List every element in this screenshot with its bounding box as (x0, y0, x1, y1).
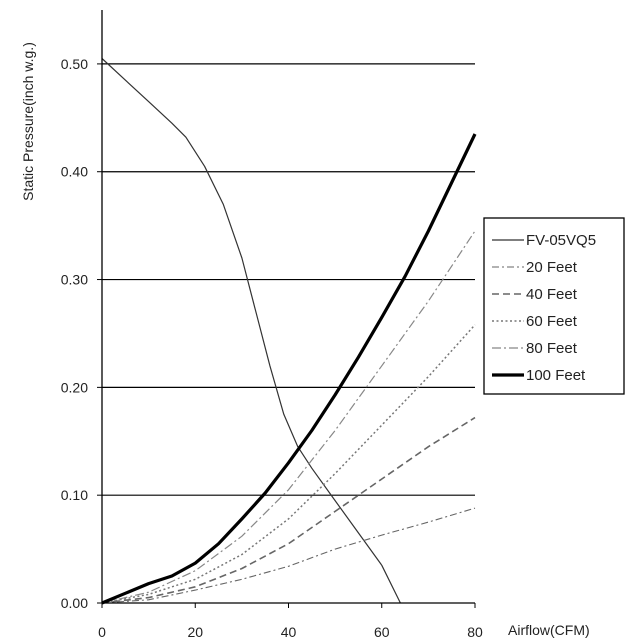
legend-label-2: 40 Feet (526, 286, 578, 303)
series-line-0 (101, 58, 401, 604)
x-tick-label: 80 (467, 624, 483, 640)
y-tick-label: 0.30 (61, 272, 88, 288)
y-tick-label: 0.20 (61, 379, 88, 395)
x-tick-label: 20 (187, 624, 203, 640)
y-tick-label: 0.10 (61, 487, 88, 503)
series-line-3 (101, 324, 476, 604)
series-layer (101, 58, 477, 605)
legend-label-1: 20 Feet (526, 259, 578, 276)
legend-label-3: 60 Feet (526, 313, 578, 330)
y-tick-label: 0.40 (61, 164, 88, 180)
series-line-5 (101, 133, 477, 605)
axes-layer (101, 10, 475, 604)
grid-layer (102, 63, 475, 496)
x-tick-label: 0 (98, 624, 106, 640)
x-tick-label: 40 (281, 624, 297, 640)
tick-labels: 0.00 0.10 0.20 0.30 0.40 0.50 0 20 40 60 80 (61, 56, 483, 640)
x-axis-title: Airflow(CFM) (508, 622, 590, 638)
legend-label-5: 100 Feet (526, 367, 586, 384)
y-tick-label: 0.50 (61, 56, 88, 72)
series-line-2 (101, 416, 476, 604)
series-line-1 (101, 507, 476, 604)
x-tick-label: 60 (374, 624, 390, 640)
y-tick-label: 0.00 (61, 595, 88, 611)
legend-box (483, 217, 625, 395)
series-line-4 (101, 230, 476, 604)
legend: FV-05VQ5 20 Feet 40 Feet 60 Feet 80 Feet 100 … (483, 217, 625, 395)
legend-label-4: 80 Feet (526, 340, 578, 357)
y-axis-title: Static Pressure(inch w.g.) (20, 42, 36, 201)
legend-label-0: FV-05VQ5 (526, 232, 596, 249)
